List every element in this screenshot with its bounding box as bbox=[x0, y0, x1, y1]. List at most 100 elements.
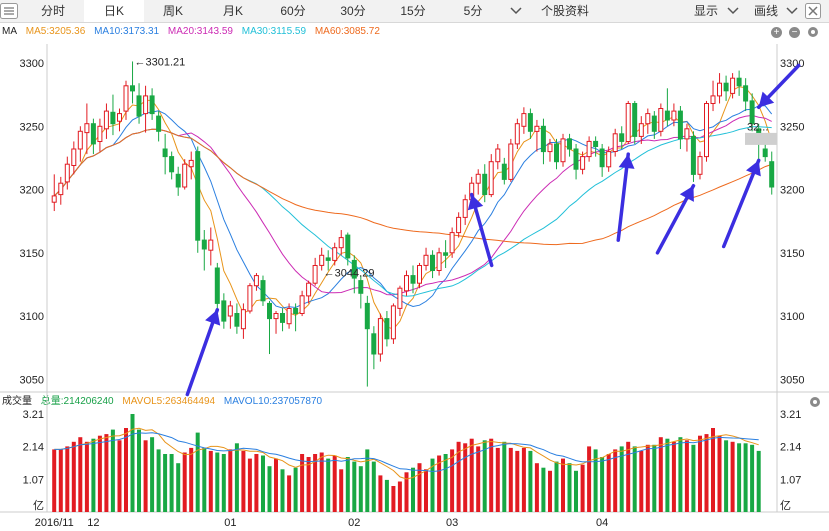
candle-body bbox=[423, 254, 429, 266]
price-tick-label-right: 3150 bbox=[780, 248, 804, 260]
price-tick-label-right: 3200 bbox=[780, 185, 804, 197]
candle-body bbox=[319, 254, 325, 266]
candle-body bbox=[593, 140, 599, 147]
menu-icon[interactable] bbox=[0, 3, 18, 19]
tab-timeshare[interactable]: 分时 bbox=[40, 4, 65, 18]
candle-body bbox=[364, 302, 370, 330]
volume-bar bbox=[254, 454, 259, 512]
annotation-arrow bbox=[616, 152, 630, 242]
candle-body bbox=[97, 125, 103, 143]
candle-body bbox=[436, 252, 442, 272]
volume-bar bbox=[71, 441, 76, 512]
ma-line-5 bbox=[53, 86, 773, 330]
candle-body bbox=[397, 287, 403, 309]
ma10-value: MA10:3173.31 bbox=[94, 26, 160, 37]
candle-body bbox=[390, 305, 396, 340]
price-tick-label-right: 3100 bbox=[780, 311, 804, 323]
volume-bar bbox=[150, 437, 155, 512]
volume-bar bbox=[482, 440, 487, 512]
candle-body bbox=[736, 77, 742, 87]
candle-body bbox=[417, 265, 422, 284]
candle-body bbox=[371, 333, 377, 355]
candle-body bbox=[449, 232, 455, 254]
gear-icon[interactable] bbox=[806, 25, 820, 39]
date-tick-label: 01 bbox=[224, 517, 236, 529]
volume-bar bbox=[91, 438, 96, 512]
gear-icon[interactable] bbox=[808, 395, 822, 409]
volume-bar bbox=[593, 449, 598, 512]
candle-body bbox=[554, 143, 559, 163]
date-tick-label: 2016/11 bbox=[35, 517, 74, 529]
tab-weekly-k[interactable]: 周K bbox=[162, 4, 183, 18]
stock-info-tab[interactable]: 个股资料 bbox=[540, 4, 589, 18]
candle-body bbox=[253, 275, 259, 287]
candle-body bbox=[723, 82, 729, 92]
volume-label: 成交量 bbox=[2, 396, 32, 407]
draw-line-menu[interactable]: 画线 bbox=[753, 4, 778, 18]
volume-bar bbox=[143, 440, 148, 512]
tab-5min[interactable]: 5分 bbox=[463, 4, 483, 18]
candle-body bbox=[534, 125, 540, 132]
volume-bar bbox=[404, 472, 409, 512]
candle-body bbox=[325, 257, 331, 261]
chevron-down-icon[interactable] bbox=[786, 5, 798, 17]
candle-body bbox=[123, 85, 129, 112]
date-tick-label: 02 bbox=[348, 517, 360, 529]
ma-line-60 bbox=[53, 128, 772, 246]
volume-bar bbox=[411, 467, 415, 512]
candle-body bbox=[260, 280, 266, 302]
ma20-value: MA20:3143.59 bbox=[167, 26, 233, 37]
volume-tick-label-right: 亿 bbox=[780, 499, 791, 512]
candle-body bbox=[358, 280, 364, 294]
mavol5-line bbox=[54, 427, 759, 480]
date-tick-label: 04 bbox=[596, 517, 608, 529]
date-tick-label: 03 bbox=[446, 517, 458, 529]
volume-bar bbox=[195, 432, 200, 512]
ma-line-30 bbox=[53, 126, 772, 297]
volume-bar bbox=[169, 454, 174, 512]
close-icon[interactable] bbox=[805, 3, 821, 19]
volume-bar bbox=[632, 446, 637, 512]
annotation-arrow bbox=[756, 63, 801, 110]
price-tick-label: 3050 bbox=[20, 374, 44, 386]
ma60-value: MA60:3085.72 bbox=[314, 26, 380, 37]
candle-body bbox=[234, 313, 240, 327]
volume-bar bbox=[221, 454, 226, 512]
volume-bar bbox=[743, 443, 748, 512]
volume-bar bbox=[717, 435, 722, 512]
chevron-down-icon[interactable] bbox=[510, 5, 522, 17]
zoom-in-icon[interactable]: + bbox=[771, 27, 782, 38]
tab-15min[interactable]: 15分 bbox=[400, 4, 426, 18]
volume-bar bbox=[561, 458, 565, 512]
candle-body bbox=[508, 143, 514, 180]
candle-body bbox=[351, 259, 357, 279]
volume-bar bbox=[469, 438, 474, 512]
tab-daily-k[interactable]: 日K bbox=[84, 0, 144, 22]
candle-body bbox=[769, 161, 775, 188]
ma5-value: MA5:3205.36 bbox=[25, 26, 86, 37]
tab-30min[interactable]: 30分 bbox=[340, 4, 366, 18]
chevron-down-icon[interactable] bbox=[727, 5, 739, 17]
tab-60min[interactable]: 60分 bbox=[280, 4, 306, 18]
candle-body bbox=[227, 305, 233, 317]
volume-bar bbox=[378, 475, 383, 512]
volume-bar bbox=[241, 450, 246, 512]
candle-body bbox=[377, 318, 383, 355]
volume-bar bbox=[502, 441, 507, 512]
candle-body bbox=[64, 163, 70, 183]
candle-body bbox=[743, 85, 749, 102]
zoom-out-icon[interactable]: − bbox=[789, 27, 800, 38]
volume-bar bbox=[124, 428, 128, 512]
volume-bar bbox=[247, 458, 252, 512]
display-menu[interactable]: 显示 bbox=[693, 4, 718, 18]
candle-body bbox=[71, 148, 77, 166]
volume-bar bbox=[163, 454, 168, 512]
candle-body bbox=[625, 103, 631, 142]
candle-body bbox=[540, 125, 546, 153]
candle-body bbox=[756, 128, 762, 140]
volume-bar bbox=[554, 461, 559, 512]
tab-monthly-k[interactable]: 月K bbox=[222, 4, 243, 18]
volume-bar bbox=[684, 440, 689, 512]
annotation-arrow bbox=[469, 192, 494, 268]
volume-bar bbox=[52, 449, 57, 512]
